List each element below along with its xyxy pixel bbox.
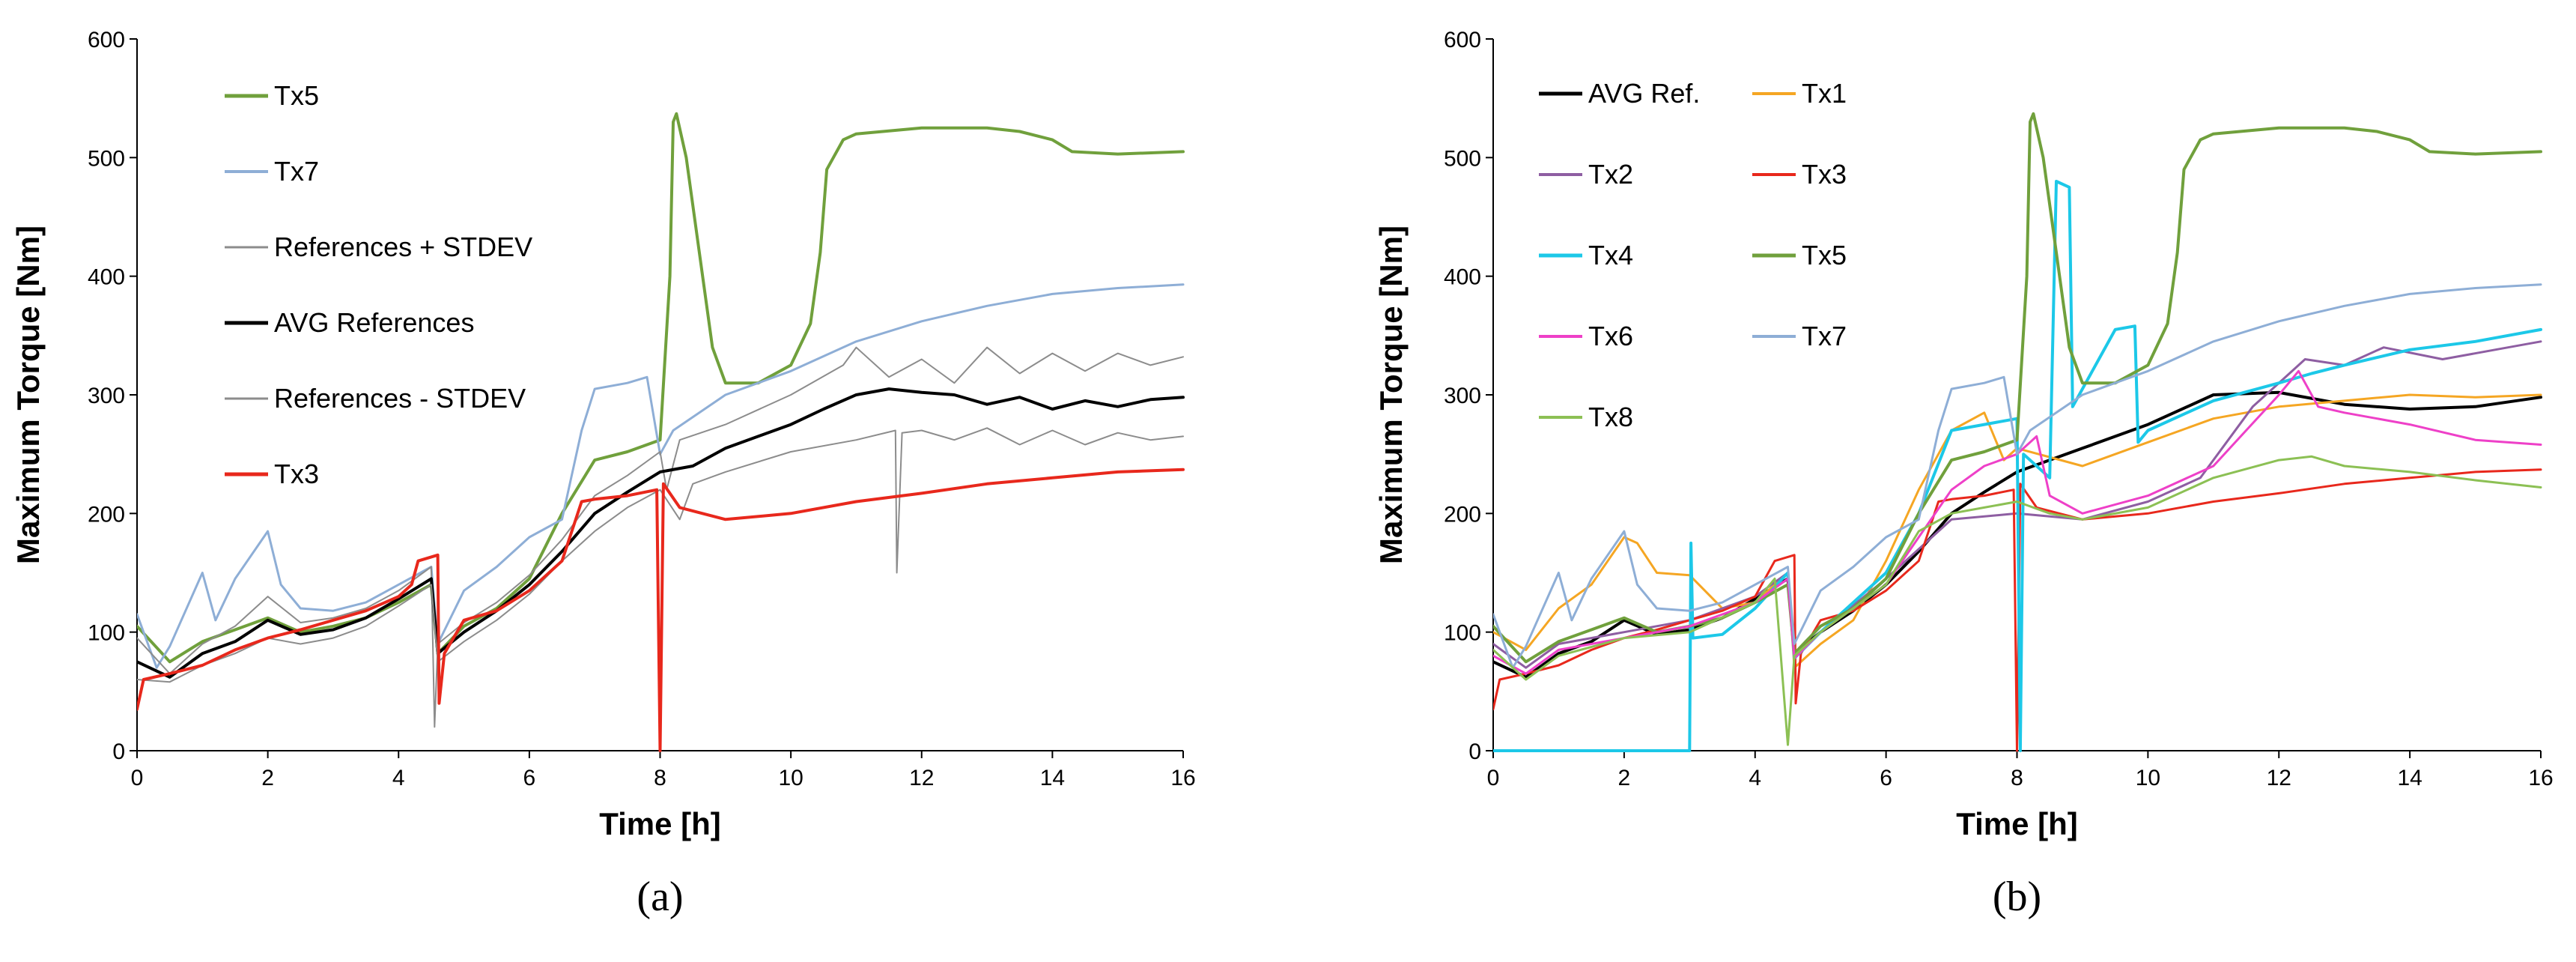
x-tick-label: 6 — [1880, 766, 1892, 790]
legend-label-avg-references: AVG References — [274, 307, 474, 338]
x-tick-label: 16 — [2528, 766, 2553, 790]
legend: Tx5 Tx7 References + STDEV AVG References Re… — [225, 80, 532, 489]
y-tick-label: 600 — [1444, 28, 1481, 52]
y-axis-title: Maximum Torque [Nm] — [1373, 226, 1409, 564]
series-line-references-stdev — [137, 346, 1184, 728]
x-axis-title: Time [h] — [599, 806, 721, 841]
y-tick-label: 500 — [88, 146, 125, 171]
chart-b: 0 100 200 300 400 500 600 0 2 4 6 8 10 12 14 16 Time [h]… — [1373, 28, 2554, 920]
y-tick-label: 0 — [1468, 739, 1481, 764]
x-tick-label: 6 — [523, 766, 536, 790]
x-tick-label: 8 — [654, 766, 666, 790]
legend-label-tx3: Tx3 — [1802, 159, 1847, 190]
y-tick-label: 100 — [88, 621, 125, 646]
x-tick-label: 16 — [1170, 766, 1195, 790]
series-line-tx7 — [1493, 283, 2542, 669]
legend-label-tx5: Tx5 — [274, 80, 319, 111]
legend-label-tx6: Tx6 — [1588, 321, 1633, 351]
y-axis-title: Maximum Torque [Nm] — [10, 226, 46, 564]
y-tick-label: 300 — [1444, 384, 1481, 408]
series-line-tx3 — [137, 468, 1185, 752]
y-tick-label: 0 — [112, 739, 125, 764]
series-line-tx7 — [137, 283, 1185, 669]
series-line-tx1 — [1493, 393, 2542, 669]
series-line-references-stdev — [137, 427, 1184, 683]
y-tick-label: 600 — [88, 28, 125, 52]
x-axis-title: Time [h] — [1956, 806, 2078, 841]
legend-label-tx2: Tx2 — [1588, 159, 1633, 190]
legend-label-tx7: Tx7 — [274, 156, 319, 187]
series-line-tx5 — [137, 112, 1185, 664]
y-tick-label: 100 — [1444, 621, 1481, 646]
legend-label-references-stdev: References - STDEV — [274, 383, 526, 414]
x-tick-label: 8 — [2011, 766, 2023, 790]
legend-label-tx5: Tx5 — [1802, 240, 1847, 270]
x-tick-label: 12 — [2267, 766, 2291, 790]
x-tick-label: 0 — [131, 766, 144, 790]
panel-label: (a) — [637, 874, 683, 920]
y-tick-label: 300 — [88, 384, 125, 408]
x-tick-label: 4 — [392, 766, 405, 790]
legend-label-tx3: Tx3 — [274, 459, 319, 489]
y-tick-label: 400 — [1444, 265, 1481, 290]
legend: AVG Ref. Tx1 Tx2 Tx3 Tx4 Tx5 Tx6 Tx7 Tx8 — [1539, 78, 1847, 432]
x-tick-label: 10 — [778, 766, 803, 790]
y-tick-label: 200 — [1444, 502, 1481, 527]
x-tick-label: 14 — [2397, 766, 2422, 790]
legend-label-references-stdev: References + STDEV — [274, 232, 532, 262]
series-group — [1493, 112, 2542, 752]
legend-label-tx1: Tx1 — [1802, 78, 1847, 109]
series-line-tx8 — [1493, 455, 2542, 746]
chart-a: 0 100 200 300 400 500 600 0 2 4 6 8 10 12 14 16 Time [h]… — [10, 28, 1196, 920]
x-tick-label: 4 — [1749, 766, 1761, 790]
series-line-avg-references — [137, 387, 1185, 679]
x-tick-label: 12 — [909, 766, 934, 790]
x-tick-label: 2 — [1618, 766, 1631, 790]
y-tick-label: 400 — [88, 265, 125, 290]
legend-label-tx4: Tx4 — [1588, 240, 1633, 270]
x-tick-label: 14 — [1040, 766, 1065, 790]
y-tick-label: 500 — [1444, 146, 1481, 171]
legend-label-tx7: Tx7 — [1802, 321, 1847, 351]
legend-label-tx8: Tx8 — [1588, 402, 1633, 432]
panel-label: (b) — [1993, 874, 2041, 920]
series-line-tx5 — [1493, 112, 2542, 664]
x-tick-label: 2 — [261, 766, 274, 790]
series-group — [137, 112, 1185, 752]
series-line-tx4 — [1493, 180, 2542, 752]
y-tick-label: 200 — [88, 502, 125, 527]
x-tick-label: 10 — [2136, 766, 2160, 790]
x-tick-label: 0 — [1487, 766, 1500, 790]
legend-label-avg-ref: AVG Ref. — [1588, 78, 1700, 109]
